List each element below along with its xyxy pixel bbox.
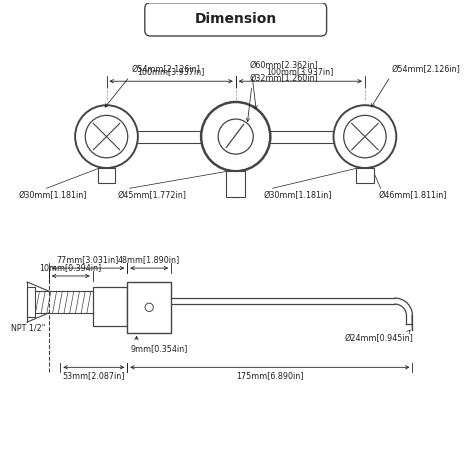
Bar xyxy=(356,168,373,183)
Text: 10mm[0.394in]: 10mm[0.394in] xyxy=(40,263,102,272)
Text: Ø60mm[2.362in]: Ø60mm[2.362in] xyxy=(249,62,317,71)
Text: 175mm[6.890in]: 175mm[6.890in] xyxy=(236,371,303,381)
Text: 77mm[3.031in]: 77mm[3.031in] xyxy=(57,255,119,264)
Bar xyxy=(127,282,171,333)
Text: Ø54mm[2.126in]: Ø54mm[2.126in] xyxy=(131,65,200,74)
Text: 9mm[0.354in]: 9mm[0.354in] xyxy=(131,344,188,353)
Bar xyxy=(98,168,115,183)
Circle shape xyxy=(145,303,153,311)
Circle shape xyxy=(333,105,396,168)
Circle shape xyxy=(343,115,386,158)
Text: Ø54mm[2.126in]: Ø54mm[2.126in] xyxy=(391,65,460,74)
Text: Dimension: Dimension xyxy=(194,13,276,27)
Circle shape xyxy=(85,115,128,158)
Text: 53mm[2.087in]: 53mm[2.087in] xyxy=(62,371,125,381)
Bar xyxy=(27,287,35,318)
Text: Ø32mm[1.260in]: Ø32mm[1.260in] xyxy=(249,75,317,84)
Circle shape xyxy=(201,102,270,171)
Bar xyxy=(92,287,127,326)
Bar xyxy=(90,131,380,142)
Bar xyxy=(226,171,245,197)
Text: Ø46mm[1.811in]: Ø46mm[1.811in] xyxy=(378,191,446,200)
Circle shape xyxy=(218,119,253,154)
Text: Ø45mm[1.772in]: Ø45mm[1.772in] xyxy=(118,191,187,200)
Text: 100mm[3.937in]: 100mm[3.937in] xyxy=(137,68,204,77)
Text: NPT 1/2": NPT 1/2" xyxy=(11,323,46,332)
Circle shape xyxy=(75,105,138,168)
Text: Ø30mm[1.181in]: Ø30mm[1.181in] xyxy=(19,191,87,200)
Text: Ø24mm[0.945in]: Ø24mm[0.945in] xyxy=(344,334,413,343)
FancyBboxPatch shape xyxy=(145,3,326,36)
Text: Ø30mm[1.181in]: Ø30mm[1.181in] xyxy=(263,191,331,200)
Text: 100mm[3.937in]: 100mm[3.937in] xyxy=(266,68,333,77)
Text: 48mm[1.890in]: 48mm[1.890in] xyxy=(118,255,180,264)
